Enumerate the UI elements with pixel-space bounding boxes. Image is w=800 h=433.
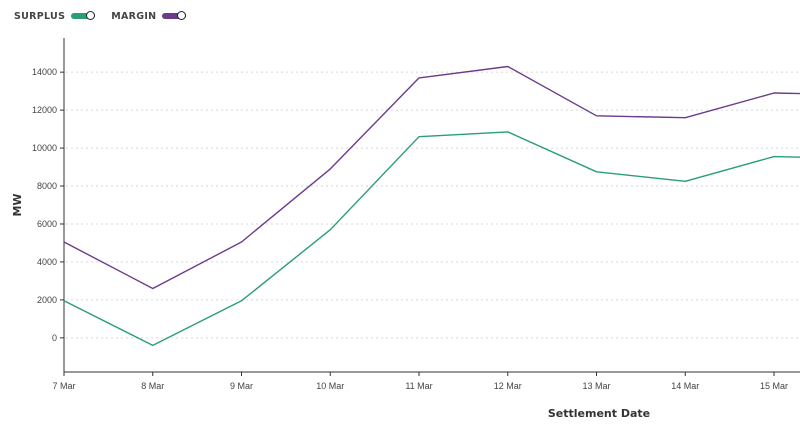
toggle-knob-margin <box>177 11 187 20</box>
grid-lines <box>66 71 800 339</box>
series-line-surplus <box>63 131 800 347</box>
y-tick-label-14000: 14000 <box>32 67 57 77</box>
toggle-track-margin <box>162 13 187 19</box>
x-tick-label-7: 14 Mar <box>671 381 699 391</box>
legend-label-surplus: SURPLUS <box>14 10 66 22</box>
legend-label-margin: MARGIN <box>111 10 157 22</box>
x-tick-label-6: 13 Mar <box>582 381 610 391</box>
y-tick-label-6000: 6000 <box>37 219 57 229</box>
legend-item-surplus[interactable]: SURPLUS <box>14 11 97 22</box>
axes <box>63 38 800 373</box>
y-axis-title: MW <box>11 193 24 216</box>
x-tick-label-8: 15 Mar <box>760 381 788 391</box>
y-tick-label-12000: 12000 <box>32 105 57 115</box>
x-tick-label-1: 8 Mar <box>141 381 164 391</box>
y-tick-label-0: 0 <box>52 333 57 343</box>
toggle-margin[interactable] <box>162 11 188 21</box>
series-line-margin <box>63 65 800 290</box>
x-ticks: 7 Mar 8 Mar 9 Mar 10 Mar 11 Mar 12 Mar 13 Mar 1… <box>52 372 788 391</box>
toggle-knob-surplus <box>86 11 96 20</box>
y-tick-label-4000: 4000 <box>37 257 57 267</box>
y-tick-label-10000: 10000 <box>32 143 57 153</box>
series-lines <box>63 65 800 347</box>
x-tick-label-0: 7 Mar <box>52 381 75 391</box>
y-ticks: 0 2000 4000 6000 8000 10000 12000 14000 <box>32 67 64 343</box>
legend-item-margin[interactable]: MARGIN <box>111 11 188 22</box>
toggle-track-surplus <box>71 13 96 19</box>
toggle-surplus[interactable] <box>71 11 97 21</box>
x-tick-label-3: 10 Mar <box>316 381 344 391</box>
chart-legend: SURPLUS MARGIN <box>14 8 188 24</box>
x-tick-label-4: 11 Mar <box>405 381 432 391</box>
x-axis-title: Settlement Date <box>548 407 650 420</box>
y-tick-label-8000: 8000 <box>37 181 57 191</box>
x-tick-label-5: 12 Mar <box>494 381 522 391</box>
x-tick-label-2: 9 Mar <box>230 381 253 391</box>
y-tick-label-2000: 2000 <box>37 295 57 305</box>
